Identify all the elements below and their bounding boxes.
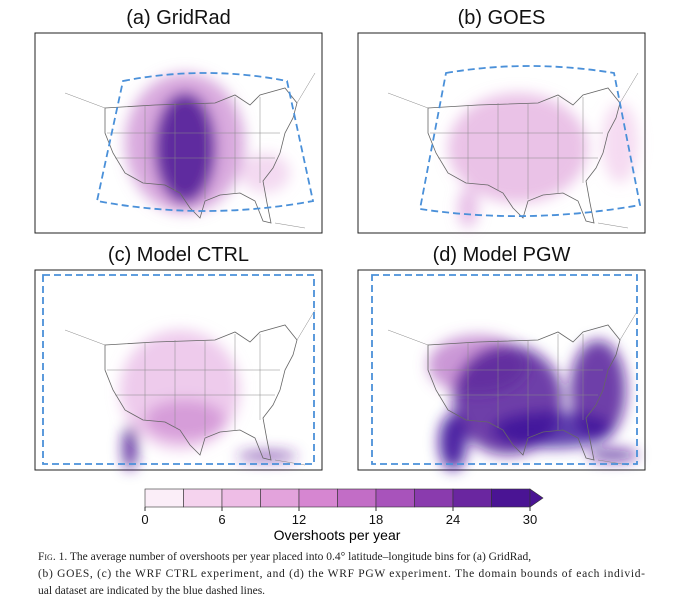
- density: [125, 73, 290, 213]
- map-panel: [357, 32, 646, 234]
- colorbar-bin: [183, 488, 223, 508]
- domain-bounds: [42, 274, 315, 465]
- map-panel: [357, 269, 646, 471]
- colorbar-bin: [452, 488, 492, 508]
- colorbar-bin: [298, 488, 338, 508]
- colorbar-label: Overshoots per year: [274, 527, 401, 543]
- panel-title: (d) Model PGW: [433, 244, 571, 266]
- colorbar-tick-label: 24: [446, 512, 460, 527]
- density-blob: [240, 153, 290, 193]
- density-blob: [237, 451, 297, 461]
- domain-bounds: [371, 274, 638, 465]
- map-panel: [34, 32, 323, 234]
- colorbar-tick-label: 12: [292, 512, 306, 527]
- density-blob: [493, 412, 613, 448]
- density-blob: [602, 103, 638, 183]
- colorbar-bin: [337, 488, 377, 508]
- colorbar-bin: [491, 488, 531, 508]
- colorbar-tick-label: 0: [141, 512, 148, 527]
- density-blob: [145, 400, 225, 440]
- panel-title: (c) Model CTRL: [108, 244, 249, 266]
- density-blob: [439, 414, 467, 470]
- caption-text: The average number of overshoots per yea…: [70, 551, 531, 563]
- map-panel: [34, 269, 323, 471]
- colorbar-tick-label: 30: [523, 512, 537, 527]
- density: [448, 93, 638, 228]
- density-blob: [458, 188, 478, 228]
- caption-line: ual dataset are indicated by the blue da…: [38, 585, 265, 597]
- density-blob: [123, 426, 137, 470]
- density: [120, 330, 297, 470]
- colorbar-extend: [529, 488, 544, 508]
- caption-line: (b) GOES, (c) the WRF CTRL experiment, a…: [38, 568, 645, 580]
- density-blob: [588, 449, 638, 461]
- caption-label: Fig. 1.: [38, 551, 67, 563]
- colorbar-bin: [221, 488, 261, 508]
- colorbar-bin: [414, 488, 454, 508]
- colorbar-tick-label: 18: [369, 512, 383, 527]
- density-blob: [155, 93, 215, 203]
- colorbar-tick-label: 6: [218, 512, 225, 527]
- density-blob: [448, 93, 588, 203]
- colorbar-bin: [260, 488, 300, 508]
- density: [428, 335, 638, 470]
- colorbar-bin: [144, 488, 184, 508]
- colorbar-bin: [375, 488, 415, 508]
- domain-bounds: [418, 65, 642, 217]
- panel-title: (a) GridRad: [126, 7, 230, 29]
- panel-title: (b) GOES: [458, 7, 546, 29]
- domain-bounds: [95, 72, 315, 212]
- caption-line: Fig. 1. The average number of overshoots…: [38, 551, 531, 563]
